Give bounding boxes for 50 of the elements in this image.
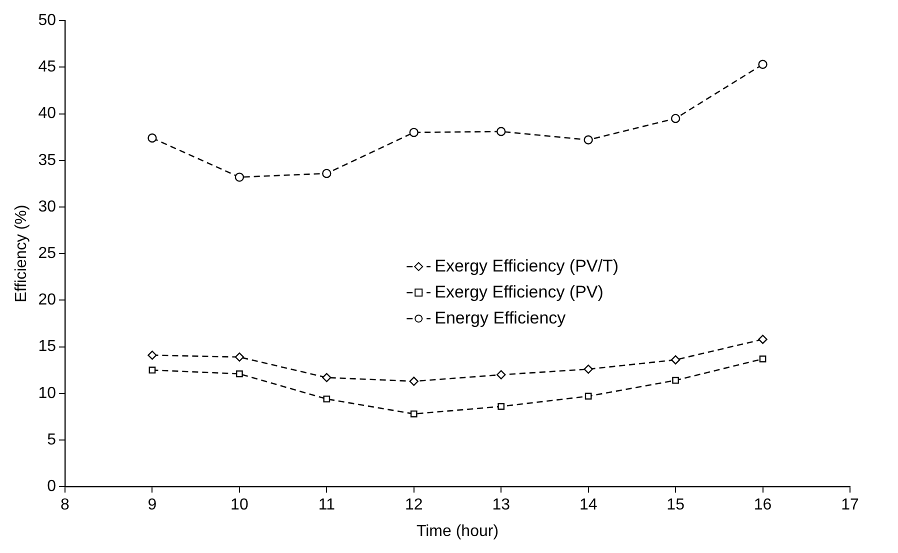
point — [758, 60, 768, 70]
point — [323, 396, 330, 402]
x-tick-label: 13 — [492, 496, 510, 514]
y-tick-label: 20 — [38, 292, 56, 309]
y-axis-title: Efficiency (%) — [13, 204, 30, 302]
point — [148, 133, 157, 143]
point — [234, 172, 244, 182]
point — [496, 370, 506, 380]
point — [759, 355, 766, 362]
y-tick-label: 40 — [38, 105, 56, 122]
x-tick-label: 16 — [754, 496, 772, 514]
y-tick-label: 0 — [47, 478, 56, 496]
point — [670, 355, 680, 364]
point — [322, 372, 332, 382]
point — [234, 352, 244, 362]
y-tick-label: 25 — [38, 245, 56, 262]
legend-label: Exergy Efficiency (PV) — [434, 281, 604, 304]
point — [758, 334, 768, 344]
y-tick-label: 45 — [38, 58, 56, 76]
point — [496, 126, 506, 136]
point — [322, 168, 332, 178]
point — [584, 135, 593, 144]
x-tick-label: 10 — [230, 496, 248, 514]
point — [670, 114, 680, 124]
y-tick-label: 5 — [47, 431, 56, 448]
point — [409, 376, 418, 386]
point — [409, 128, 418, 138]
legend-label: Energy Efficiency — [434, 307, 566, 330]
x-tick-label: 12 — [404, 496, 423, 514]
x-axis-title: Time (hour) — [416, 522, 499, 540]
x-tick-label: 8 — [60, 496, 70, 514]
point — [148, 350, 157, 360]
x-tick-label: 17 — [841, 496, 859, 514]
point — [236, 370, 243, 378]
point — [672, 376, 679, 384]
point — [410, 410, 418, 418]
point — [148, 366, 156, 374]
legend-label: Exergy Efficiency (PV/T) — [434, 255, 619, 278]
point — [498, 403, 505, 410]
x-tick-label: 14 — [579, 496, 598, 514]
x-tick-label: 11 — [318, 496, 336, 514]
y-tick-label: 50 — [38, 12, 56, 30]
x-tick-label: 9 — [148, 496, 157, 514]
y-tick-label: 15 — [38, 338, 56, 356]
y-tick-label: 10 — [38, 384, 56, 402]
y-tick-label: 30 — [38, 198, 56, 216]
y-tick-label: 35 — [38, 152, 56, 169]
x-tick-label: 15 — [666, 496, 685, 514]
point — [584, 392, 592, 400]
point — [584, 364, 593, 374]
